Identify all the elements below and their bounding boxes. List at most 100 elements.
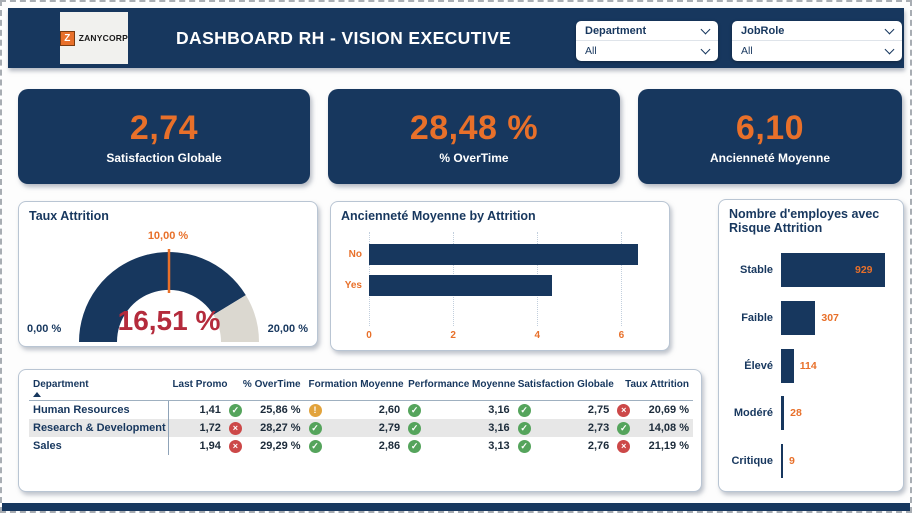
column-header-label: Performance Moyenne	[408, 379, 516, 390]
company-name: ZANYCORP	[78, 33, 128, 43]
cell-content: ✓ 2,75	[517, 403, 610, 417]
kpi-label: % OverTime	[439, 150, 509, 165]
column-header[interactable]: Formation Moyenne	[304, 376, 405, 401]
company-logo: Z ZANYCORP	[60, 12, 128, 64]
table-row[interactable]: Sales 1,94 × 29,29 % ✓ 2,86 ✓ 3,13 ✓ 2,76 × 21,19 %	[29, 437, 693, 455]
metric-cell: ✓ 2,79	[305, 419, 405, 437]
attrition-bar-yes[interactable]	[369, 275, 552, 296]
risk-attrition-card: Nombre d'employes avec Risque Attrition …	[718, 199, 904, 492]
cell-value: 14,08 %	[648, 422, 689, 434]
risk-category-label: Faible	[741, 311, 773, 324]
risk-row-faible[interactable]: Faible 307	[727, 298, 895, 338]
gauge-value: 16,51 %	[117, 305, 221, 336]
risk-bar[interactable]	[781, 300, 816, 335]
column-header[interactable]: Taux Attrition	[613, 376, 693, 401]
risk-value-label: 28	[790, 407, 802, 420]
slicer-label: JobRole	[741, 24, 785, 37]
attrition-bar-no[interactable]	[369, 244, 639, 265]
warning-icon: !	[308, 403, 322, 417]
chart-title: Ancienneté Moyenne by Attrition	[341, 209, 536, 223]
kpi-label: Ancienneté Moyenne	[709, 150, 831, 165]
risk-value-label: 114	[799, 359, 817, 372]
cell-content: ✓ 2,76	[517, 439, 609, 453]
metric-cell: ✓ 2,76	[514, 437, 614, 455]
risk-value-label: 929	[855, 264, 873, 276]
slicer-jobrole: JobRole All	[732, 21, 902, 61]
check-icon: ✓	[408, 421, 422, 435]
risk-bar[interactable]	[781, 444, 783, 478]
slicer-jobrole-value[interactable]: All	[732, 41, 902, 60]
cell-value: 25,86 %	[260, 404, 301, 416]
column-header[interactable]: Last Promo	[168, 376, 227, 401]
metric-cell: 1,94	[168, 437, 224, 455]
risk-bar[interactable]	[781, 348, 794, 383]
cell-content: × 29,29 %	[228, 439, 301, 453]
metric-cell: × 21,19 %	[613, 437, 693, 455]
chevron-down-icon[interactable]	[884, 44, 895, 54]
cell-value: 2,79	[378, 422, 401, 434]
cross-icon: ×	[617, 439, 631, 453]
metric-cell: 1,72	[168, 419, 224, 437]
risk-bar[interactable]	[781, 253, 885, 287]
kpi-label: Satisfaction Globale	[106, 150, 222, 165]
gauge-remainder-arc	[212, 295, 259, 343]
risk-row-eleve[interactable]: Élevé 114	[727, 346, 895, 386]
kpi-card-anciennete: 6,10 Ancienneté Moyenne	[638, 89, 902, 184]
cell-value: 20,69 %	[648, 404, 689, 416]
y-axis-labels: No Yes	[339, 230, 365, 326]
page-title: DASHBOARD RH - VISION EXECUTIVE	[176, 28, 512, 48]
check-icon: ✓	[517, 403, 531, 417]
risk-bar-area: 9	[781, 444, 895, 478]
risk-category-label: Élevé	[744, 359, 773, 372]
cell-content: ✓ 2,73	[517, 421, 609, 435]
cell-value: 2,60	[378, 404, 401, 416]
table-row[interactable]: Human Resources 1,41 ✓ 25,86 %! 2,60 ✓ 3,16 ✓ 2,…	[29, 400, 693, 420]
cell-value: 2,75	[587, 404, 610, 416]
x-axis-tick: 6	[618, 330, 625, 341]
cross-icon: ×	[228, 439, 242, 453]
risk-bar-area: 307	[781, 300, 895, 335]
gauge-fill-arc	[79, 252, 246, 343]
risk-bar-area: 929	[781, 253, 895, 287]
column-header[interactable]: Performance Moyenne	[404, 376, 516, 401]
chevron-down-icon[interactable]	[700, 24, 711, 34]
metric-cell: ✓ 3,13	[404, 437, 514, 455]
slicer-department: Department All	[576, 21, 718, 61]
slicer-department-header[interactable]: Department	[576, 21, 718, 41]
column-header[interactable]: Satisfaction Globale	[513, 376, 614, 401]
metric-cell: ✓ 2,86	[305, 437, 405, 455]
attrition-gauge	[79, 249, 259, 343]
risk-row-critique[interactable]: Critique 9	[727, 441, 895, 481]
cell-value: 3,13	[488, 440, 510, 452]
cell-value: 1,72	[199, 422, 221, 434]
kpi-value: 2,74	[129, 108, 199, 147]
plot-area	[369, 230, 655, 326]
chevron-down-icon[interactable]	[700, 44, 711, 54]
column-header[interactable]: % OverTime	[224, 376, 305, 401]
risk-bar[interactable]	[781, 396, 785, 431]
cell-content: ✓ 3,16	[408, 421, 510, 435]
slicer-selected-value: All	[585, 44, 597, 57]
cell-content: × 28,27 %	[228, 421, 301, 435]
department-cell: Human Resources	[29, 400, 169, 419]
metric-cell: ✓ 3,16	[404, 419, 514, 437]
risk-row-modere[interactable]: Modéré 28	[727, 393, 895, 433]
chevron-down-icon[interactable]	[884, 24, 895, 34]
cell-value: 1,94	[199, 440, 221, 452]
logo-monogram-icon: Z	[60, 30, 75, 46]
kpi-value: 28,48 %	[409, 108, 539, 147]
risk-row-stable[interactable]: Stable 929	[727, 250, 895, 290]
column-header[interactable]: Department	[29, 376, 169, 401]
table-wrap: Department Last Promo % OverTime Formation …	[29, 376, 693, 455]
chart-title: Taux Attrition	[29, 209, 109, 223]
metric-cell: ! 2,60	[305, 401, 405, 420]
table-row[interactable]: Research & Development 1,72 × 28,27 % ✓ 2,79 ✓…	[29, 419, 693, 437]
metric-cell: × 29,29 %	[225, 437, 305, 455]
cell-content: ✓ 25,86 %	[228, 403, 301, 417]
cell-value: 21,19 %	[648, 440, 689, 452]
slicer-department-value[interactable]: All	[576, 41, 718, 60]
check-icon: ✓	[517, 421, 531, 435]
slicer-jobrole-header[interactable]: JobRole	[732, 21, 902, 41]
cell-content: ✓ 3,13	[408, 439, 510, 453]
